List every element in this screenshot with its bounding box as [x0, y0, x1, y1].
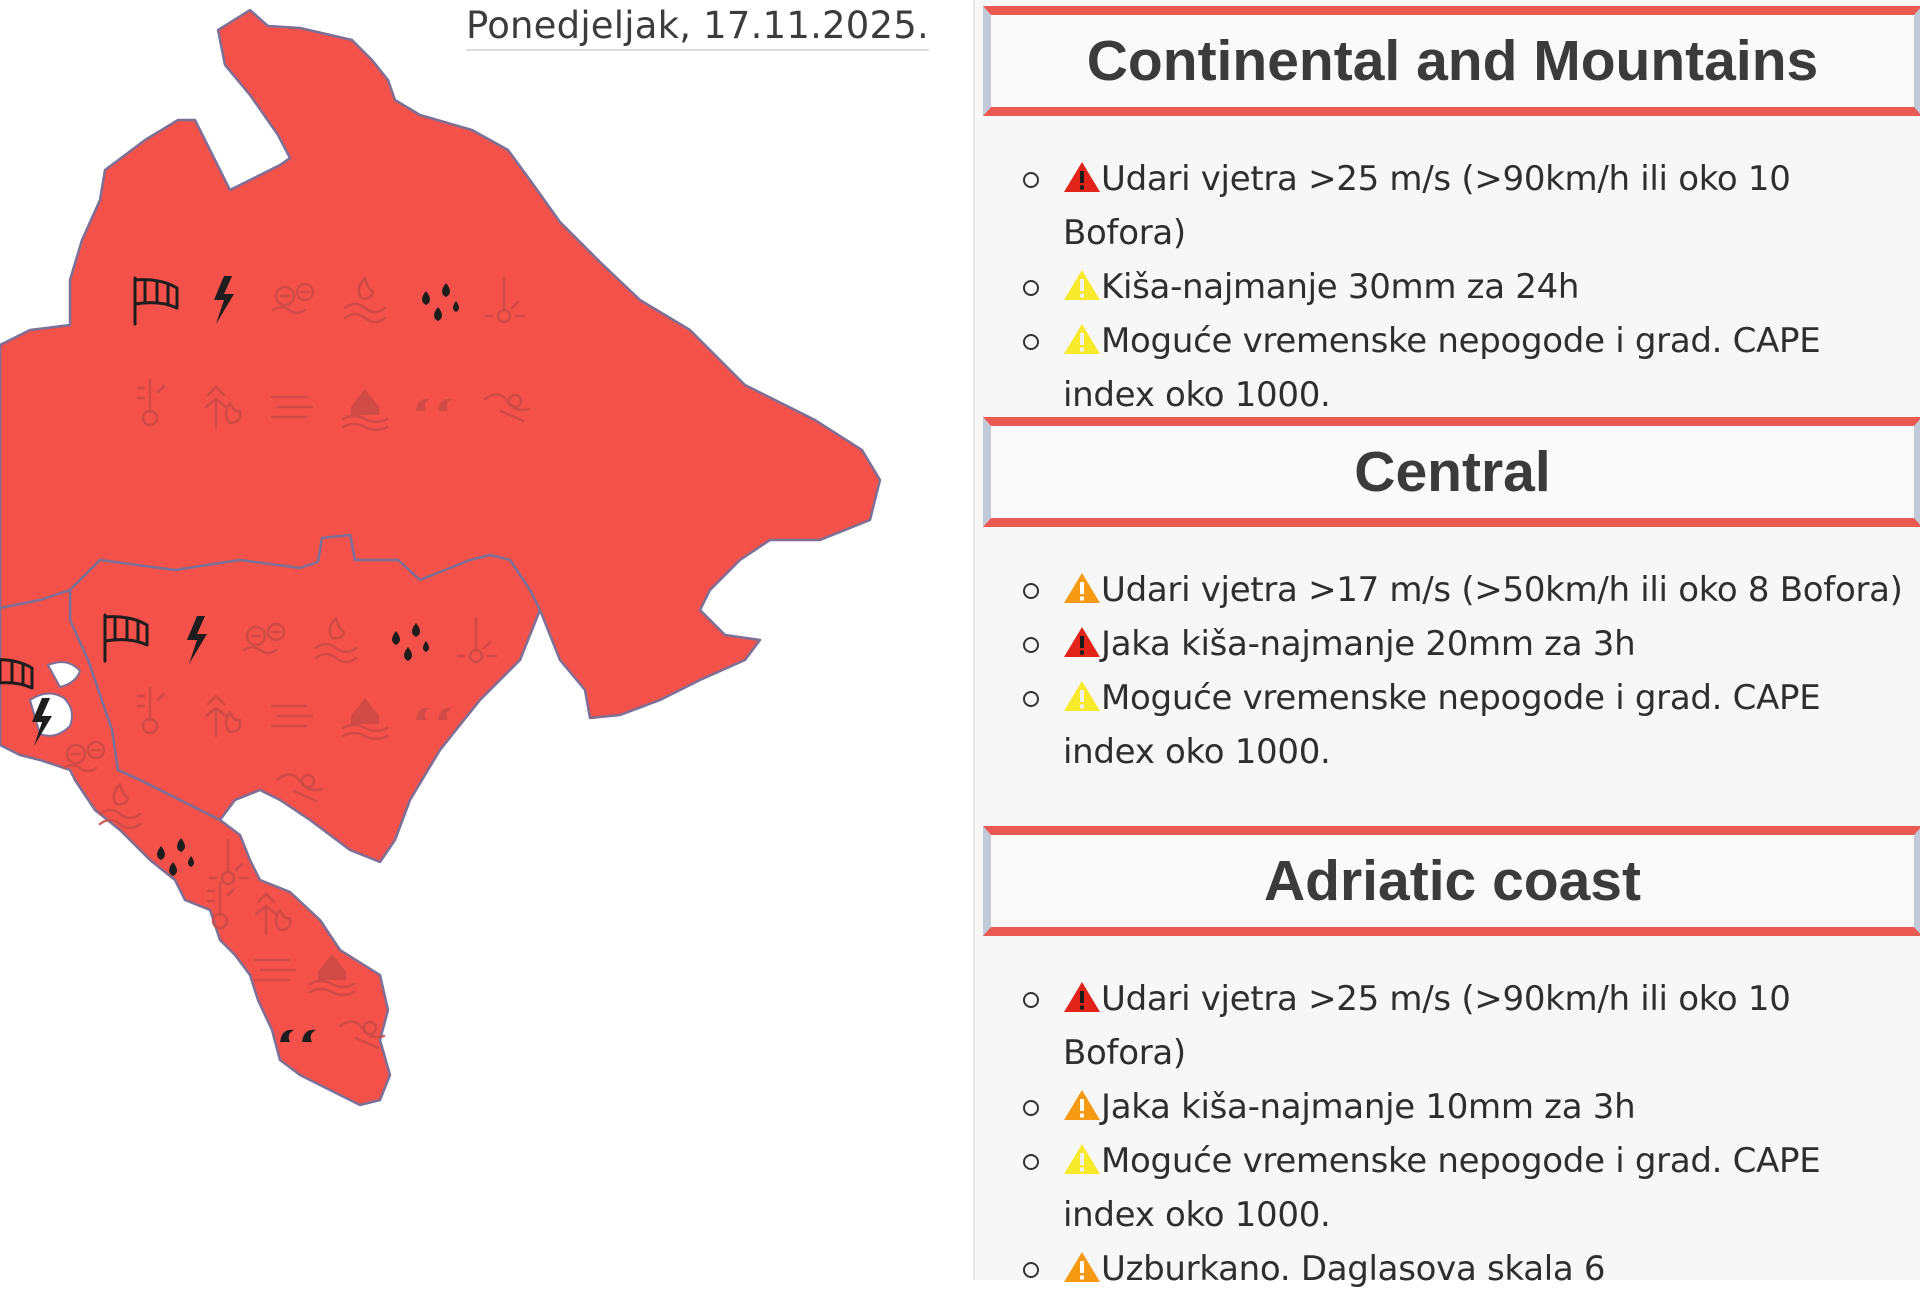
warning-list: Udari vjetra >17 m/s (>50km/h ili oko 8 … [983, 563, 1920, 779]
warning-item: Udari vjetra >17 m/s (>50km/h ili oko 8 … [1023, 563, 1913, 617]
warning-text: Kiša-najmanje 30mm za 24h [1101, 267, 1580, 307]
warning-text: Udari vjetra >17 m/s (>50km/h ili oko 8 … [1101, 570, 1903, 610]
warning-text: Moguće vremenske nepogode i grad. CAPE i… [1063, 678, 1821, 772]
forecast-date: Ponedjeljak, 17.11.2025. [466, 4, 929, 51]
red-warning-icon [1064, 627, 1100, 657]
region-title: Central [983, 417, 1920, 527]
yellow-warning-icon [1064, 270, 1100, 300]
region-title: Continental and Mountains [983, 6, 1920, 116]
region-continental-and-mountains [0, 8, 882, 720]
warning-text: Jaka kiša-najmanje 20mm za 3h [1101, 624, 1636, 664]
region-block-central: Central Udari vjetra >17 m/s (>50km/h il… [983, 417, 1920, 779]
red-warning-icon [1064, 982, 1100, 1012]
region-adriatic-coast [0, 588, 392, 1107]
warning-item: Uzburkano. Daglasova skala 6 [1023, 1242, 1913, 1296]
region-block-continental-and-mountains: Continental and Mountains Udari vjetra >… [983, 6, 1920, 422]
warning-item: Moguće vremenske nepogode i grad. CAPE i… [1023, 671, 1913, 779]
region-title: Adriatic coast [983, 826, 1920, 936]
warning-item: Udari vjetra >25 m/s (>90km/h ili oko 10… [1023, 152, 1913, 260]
warning-text: Moguće vremenske nepogode i grad. CAPE i… [1063, 1141, 1821, 1235]
orange-warning-icon [1064, 1252, 1100, 1282]
warning-item: Jaka kiša-najmanje 20mm za 3h [1023, 617, 1913, 671]
warning-map [0, 8, 882, 1107]
bay-inlet [46, 661, 82, 689]
warning-text: Jaka kiša-najmanje 10mm za 3h [1101, 1087, 1636, 1127]
yellow-warning-icon [1064, 1144, 1100, 1174]
red-warning-icon [1064, 162, 1100, 192]
warnings-panel: Continental and Mountains Udari vjetra >… [973, 0, 1920, 1289]
warning-text: Udari vjetra >25 m/s (>90km/h ili oko 10… [1063, 979, 1791, 1073]
warning-item: Moguće vremenske nepogode i grad. CAPE i… [1023, 314, 1913, 422]
warning-item: Jaka kiša-najmanje 10mm za 3h [1023, 1080, 1913, 1134]
yellow-warning-icon [1064, 681, 1100, 711]
warning-list: Udari vjetra >25 m/s (>90km/h ili oko 10… [983, 152, 1920, 422]
warning-text: Moguće vremenske nepogode i grad. CAPE i… [1063, 321, 1821, 415]
orange-warning-icon [1064, 1090, 1100, 1120]
yellow-warning-icon [1064, 324, 1100, 354]
map-panel: Ponedjeljak, 17.11.2025. [0, 0, 970, 1280]
warning-text: Udari vjetra >25 m/s (>90km/h ili oko 10… [1063, 159, 1791, 253]
warning-item: Udari vjetra >25 m/s (>90km/h ili oko 10… [1023, 972, 1913, 1080]
orange-warning-icon [1064, 573, 1100, 603]
warning-text: Uzburkano. Daglasova skala 6 [1101, 1249, 1606, 1289]
warning-item: Moguće vremenske nepogode i grad. CAPE i… [1023, 1134, 1913, 1242]
warning-item: Kiša-najmanje 30mm za 24h [1023, 260, 1913, 314]
region-block-adriatic-coast: Adriatic coast Udari vjetra >25 m/s (>90… [983, 826, 1920, 1296]
warning-list: Udari vjetra >25 m/s (>90km/h ili oko 10… [983, 972, 1920, 1296]
